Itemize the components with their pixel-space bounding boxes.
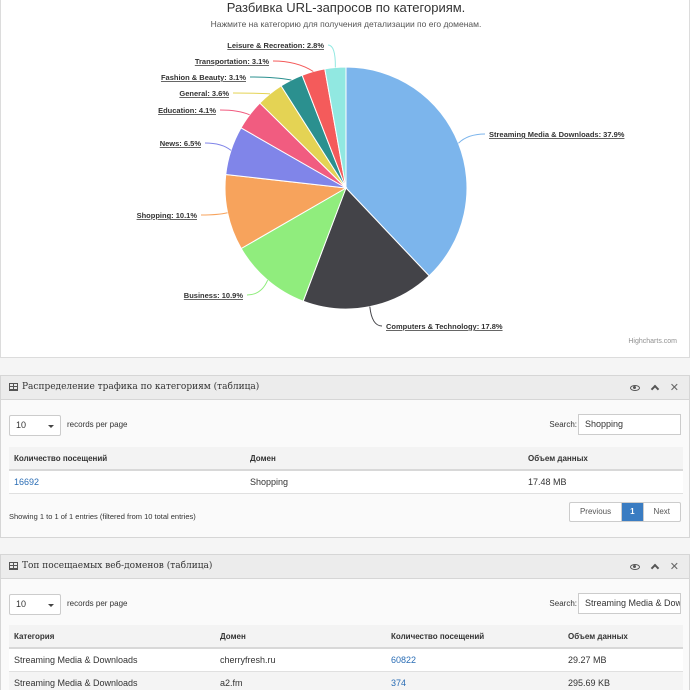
domains-table: Категория Домен Количество посещений Объ…	[9, 625, 683, 690]
connector-line	[249, 76, 292, 81]
search-input[interactable]: Streaming Media & Dow	[578, 593, 681, 614]
chart-subtitle: Нажмите на категорию для получения детал…	[211, 19, 482, 29]
data-label[interactable]: General: 3.6%	[179, 89, 229, 98]
table-icon	[9, 383, 18, 391]
connector-line	[369, 306, 383, 327]
pagination: Previous 1 Next	[568, 502, 681, 522]
table-row: 16692 Shopping 17.48 MB	[9, 470, 683, 494]
collapse-chevron-icon[interactable]	[650, 384, 660, 394]
data-label[interactable]: Transportation: 3.1%	[195, 57, 270, 66]
widget-tools: ✕	[629, 382, 679, 394]
domain-cell: cherryfresh.ru	[215, 648, 386, 672]
records-per-page-value: 10	[16, 599, 27, 609]
table-row: Streaming Media & Downloads cherryfresh.…	[9, 648, 683, 672]
close-icon[interactable]: ✕	[669, 561, 679, 573]
size-cell: 29.27 MB	[563, 648, 683, 672]
category-cell: Streaming Media & Downloads	[9, 671, 215, 690]
data-label[interactable]: Streaming Media & Downloads: 37.9%	[489, 130, 625, 139]
data-label[interactable]: Education: 4.1%	[158, 106, 216, 115]
connector-line	[272, 60, 314, 72]
top-domains-widget: Топ посещаемых веб-доменов (таблица) ✕ 1…	[0, 554, 690, 690]
table-header-row: Категория Домен Количество посещений Объ…	[9, 625, 683, 649]
table-header-row: Количество посещений Домен Объем данных	[9, 447, 683, 471]
search-label: Search:	[549, 599, 577, 608]
records-per-page-label: records per page	[67, 420, 128, 429]
domain-cell: a2.fm	[215, 671, 386, 690]
table-row: Streaming Media & Downloads a2.fm 374 29…	[9, 671, 683, 690]
connector-line	[219, 109, 250, 116]
column-header[interactable]: Категория	[9, 625, 215, 649]
connector-line	[327, 44, 336, 68]
data-label[interactable]: News: 6.5%	[160, 139, 202, 148]
connector-line	[200, 212, 228, 216]
connector-line	[246, 280, 269, 296]
visits-link[interactable]: 16692	[9, 470, 245, 494]
widget-title-text: Распределение трафика по категориям (таб…	[22, 382, 260, 392]
size-cell: 17.48 MB	[523, 470, 683, 494]
search-label: Search:	[549, 420, 577, 429]
records-per-page-value: 10	[16, 420, 27, 430]
column-header[interactable]: Количество посещений	[386, 625, 563, 649]
chart-container: Разбивка URL-запросов по категориям. Наж…	[9, 0, 683, 350]
data-label[interactable]: Shopping: 10.1%	[137, 211, 198, 220]
connector-line	[204, 142, 232, 151]
category-traffic-widget: Распределение трафика по категориям (таб…	[0, 375, 690, 538]
table-info: Showing 1 to 1 of 1 entries (filtered fr…	[9, 512, 196, 521]
table-controls: 10 records per page Search: Streaming Me…	[1, 579, 689, 615]
data-label[interactable]: Leisure & Recreation: 2.8%	[227, 41, 324, 50]
search-input[interactable]: Shopping	[578, 414, 681, 435]
column-header[interactable]: Количество посещений	[9, 447, 245, 471]
column-header[interactable]: Домен	[215, 625, 386, 649]
chart-credits[interactable]: Highcharts.com	[628, 338, 677, 345]
records-per-page-select[interactable]: 10	[9, 594, 61, 615]
close-icon[interactable]: ✕	[669, 382, 679, 394]
caret-down-icon	[48, 425, 54, 428]
table-icon	[9, 562, 18, 570]
collapse-chevron-icon[interactable]	[650, 563, 660, 573]
chart-panel: Разбивка URL-запросов по категориям. Наж…	[0, 0, 690, 358]
visits-link[interactable]: 374	[386, 671, 563, 690]
widget-title-text: Топ посещаемых веб-доменов (таблица)	[22, 561, 213, 571]
caret-down-icon	[48, 604, 54, 607]
widget-header: Топ посещаемых веб-доменов (таблица) ✕	[1, 555, 689, 579]
pie-chart: Разбивка URL-запросов по категориям. Наж…	[137, 0, 678, 345]
column-header[interactable]: Объем данных	[523, 447, 683, 471]
visits-link[interactable]: 60822	[386, 648, 563, 672]
widget-tools: ✕	[629, 561, 679, 573]
data-label[interactable]: Computers & Technology: 17.8%	[386, 322, 503, 331]
widget-title: Топ посещаемых веб-доменов (таблица)	[9, 561, 212, 571]
category-cell: Streaming Media & Downloads	[9, 648, 215, 672]
records-per-page-label: records per page	[67, 599, 128, 608]
widget-header: Распределение трафика по категориям (таб…	[1, 376, 689, 400]
widget-title: Распределение трафика по категориям (таб…	[9, 382, 259, 392]
eye-icon[interactable]	[629, 385, 640, 391]
domain-cell: Shopping	[245, 470, 523, 494]
column-header[interactable]: Объем данных	[563, 625, 683, 649]
next-button[interactable]: Next	[653, 507, 670, 516]
category-table: Количество посещений Домен Объем данных …	[9, 447, 683, 494]
connector-line	[458, 133, 486, 144]
page-1-button[interactable]: 1	[622, 503, 644, 521]
eye-icon[interactable]	[629, 564, 640, 570]
data-label[interactable]: Business: 10.9%	[184, 291, 244, 300]
size-cell: 295.69 KB	[563, 671, 683, 690]
pie-slice[interactable]	[224, 173, 348, 250]
chart-title: Разбивка URL-запросов по категориям.	[227, 0, 466, 15]
previous-button[interactable]: Previous	[570, 503, 623, 521]
column-header[interactable]: Домен	[245, 447, 523, 471]
table-controls: 10 records per page Search: Shopping	[1, 400, 689, 436]
connector-line	[232, 92, 271, 95]
data-label[interactable]: Fashion & Beauty: 3.1%	[161, 73, 246, 82]
records-per-page-select[interactable]: 10	[9, 415, 61, 436]
pie-slice[interactable]	[240, 186, 347, 302]
